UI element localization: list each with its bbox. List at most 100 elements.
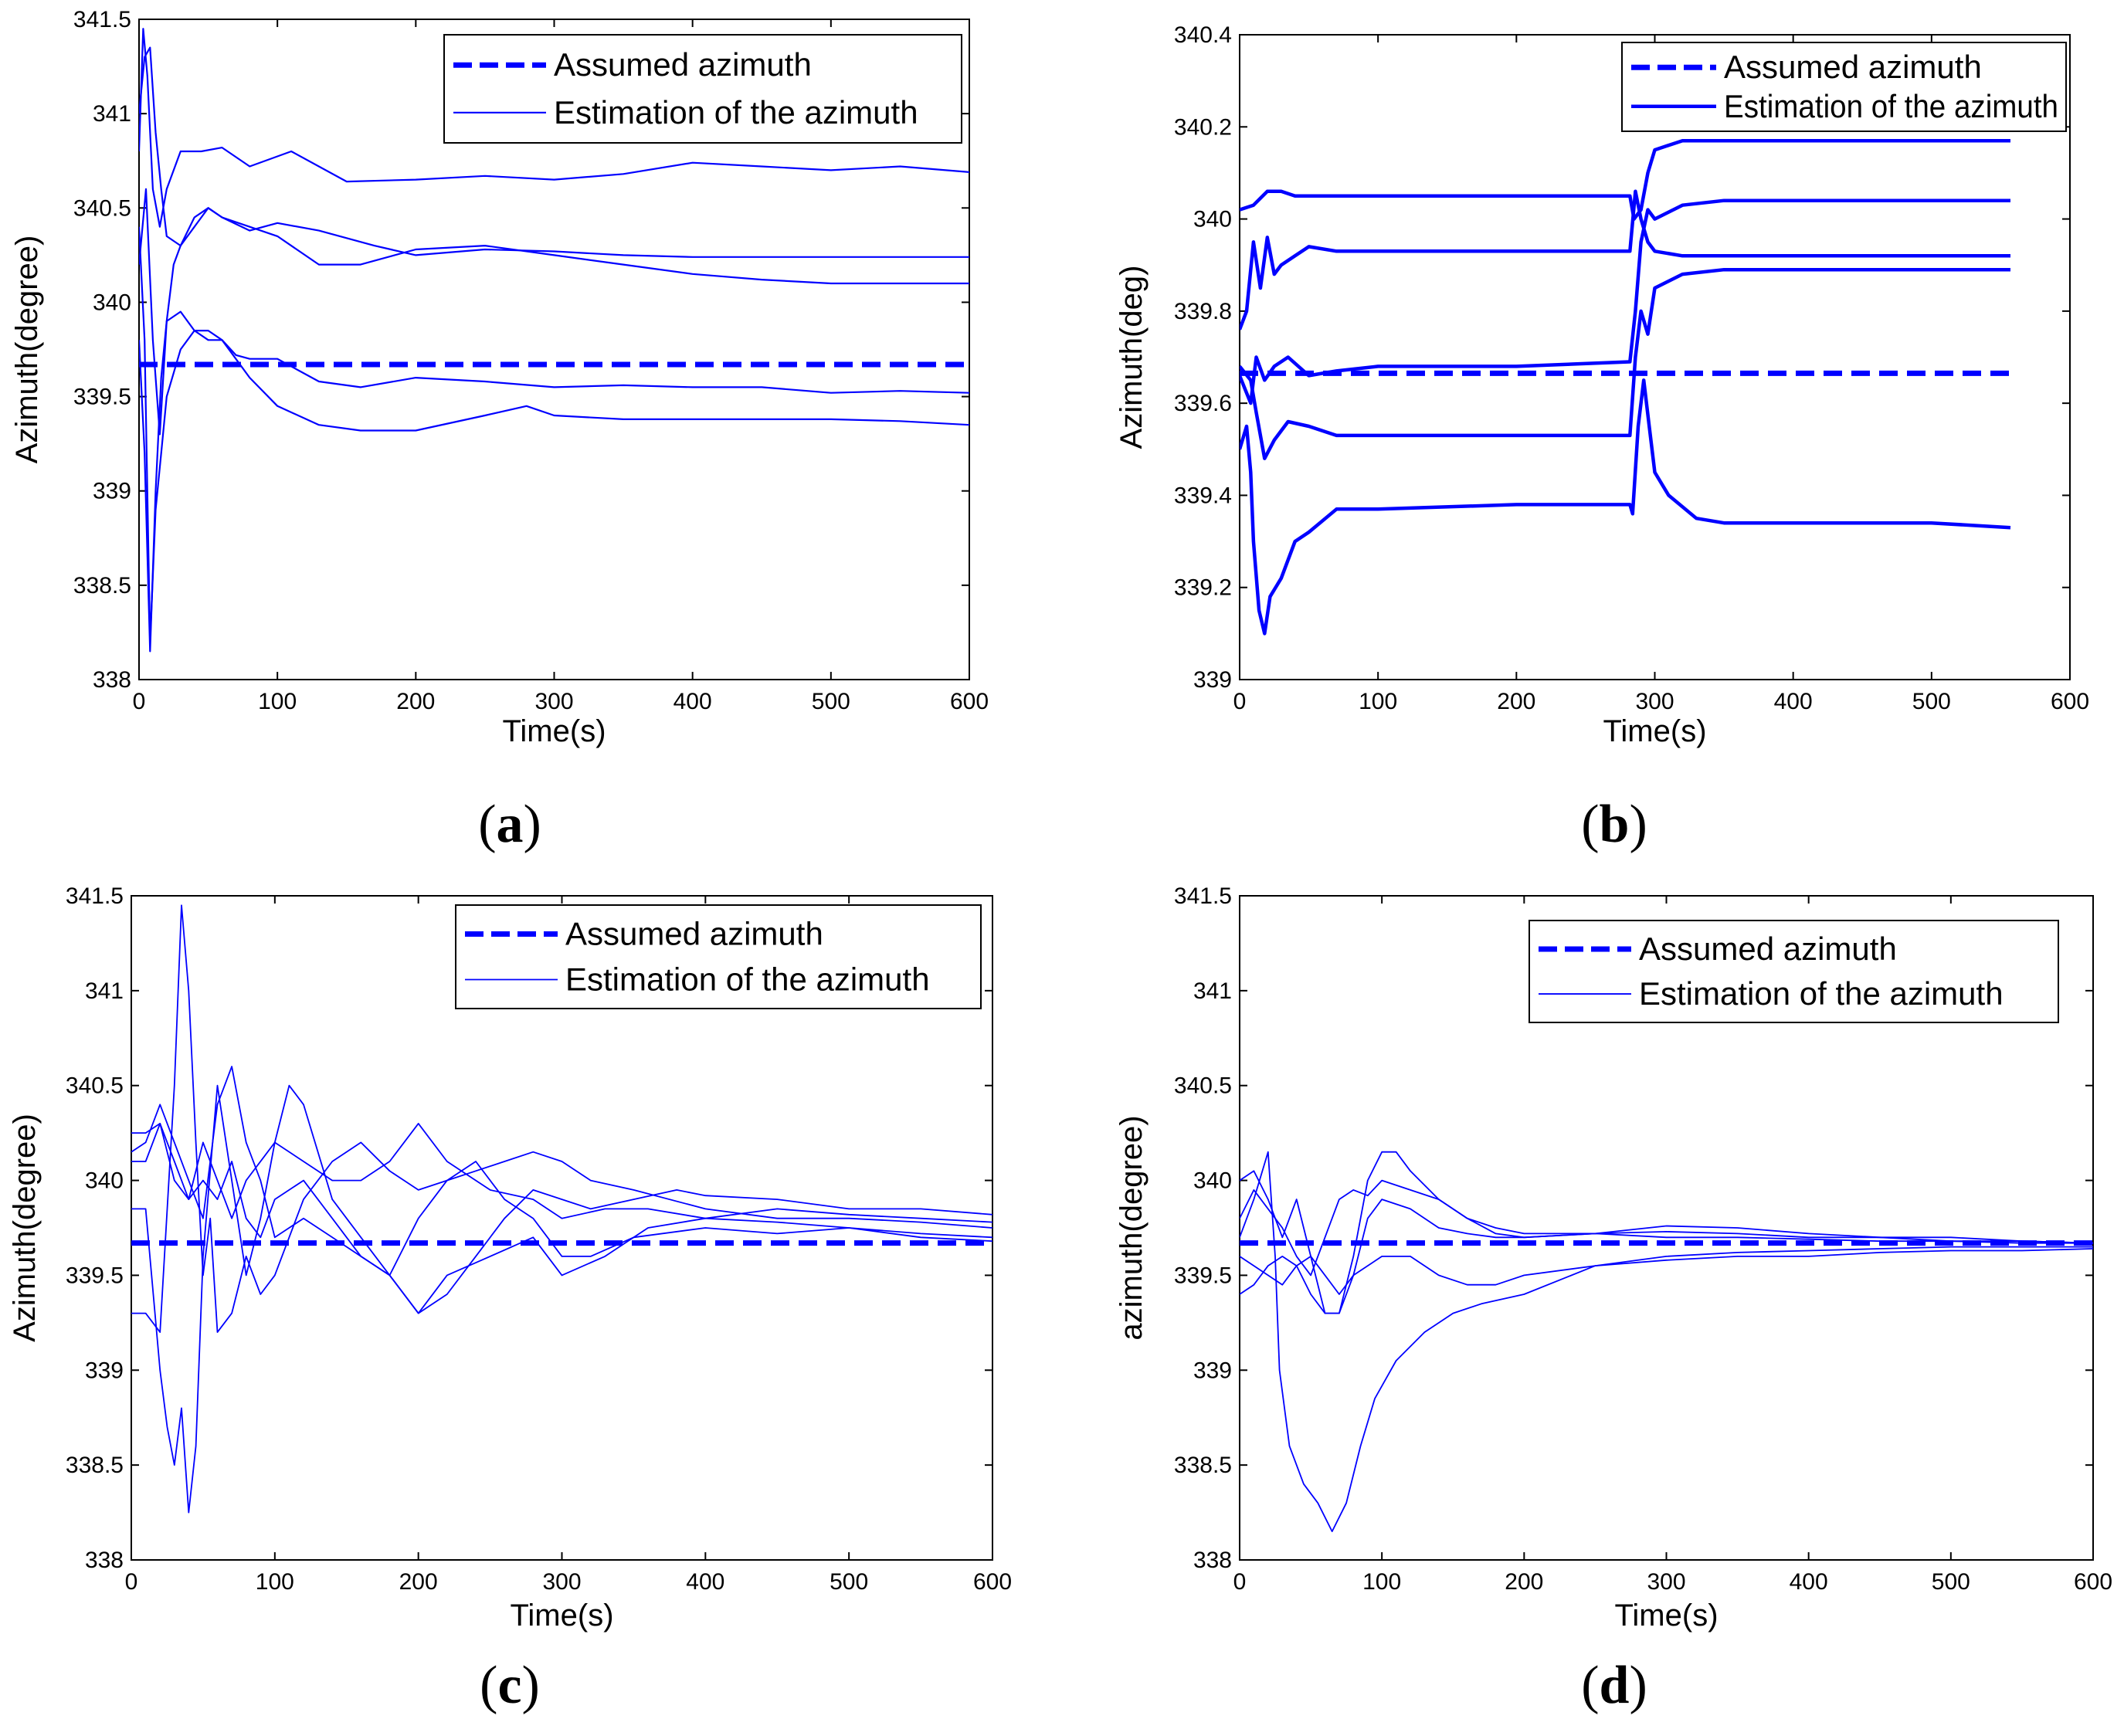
panel-d: 0 100 200 300 400 500 600 338 338.5 339 339.5 340 34… (1115, 883, 2112, 1715)
series-line-run2 (1240, 1151, 2093, 1314)
series-line-run4 (139, 310, 969, 653)
series-line-run3 (139, 188, 969, 436)
series-line-run2 (139, 46, 969, 258)
y-tick-label: 340.4 (1174, 22, 1232, 48)
y-tick-label: 340.5 (1174, 1073, 1232, 1099)
y-tick-label: 341 (85, 978, 124, 1004)
x-tick-label: 400 (1790, 1569, 1828, 1595)
legend-box (443, 34, 962, 144)
x-tick-label: 100 (1359, 689, 1397, 714)
y-tick-label: 340 (85, 1168, 124, 1194)
x-tick-label: 400 (686, 1569, 724, 1595)
panel-label: (d) (1581, 1656, 1647, 1715)
y-tick-label: 340 (1193, 207, 1232, 232)
legend-box (1621, 42, 2067, 132)
x-tick-label: 0 (1233, 689, 1247, 714)
y-tick-label: 341 (1193, 978, 1232, 1004)
x-axis-label: Time(s) (1614, 1599, 1718, 1633)
series-line-run2 (131, 1084, 992, 1514)
x-tick-label: 600 (2074, 1569, 2112, 1595)
x-tick-label: 100 (258, 689, 297, 714)
panel-letter: d (1600, 1656, 1630, 1715)
panel-label: (a) (478, 795, 541, 854)
x-tick-label: 500 (1932, 1569, 1970, 1595)
series-line-run1 (1240, 138, 2010, 221)
x-tick-label: 300 (534, 689, 573, 714)
x-tick-label: 500 (1912, 689, 1951, 714)
y-tick-label: 339 (1193, 1358, 1232, 1383)
panel-label: (b) (1581, 795, 1647, 854)
legend-label-assumed: Assumed azimuth (1724, 49, 1982, 85)
legend: Assumed azimuth Estimation of the azimuth (455, 904, 982, 1009)
x-tick-label: 500 (830, 1569, 868, 1595)
y-tick-label: 338 (1193, 1548, 1232, 1573)
series-line-run4 (1240, 1248, 2093, 1295)
legend-label-estimate: Estimation of the azimuth (565, 961, 930, 997)
y-axis-label: Azimuth(deg) (1115, 266, 1149, 449)
x-tick-label: 0 (1233, 1569, 1247, 1595)
x-tick-label: 0 (133, 689, 146, 714)
y-tick-label: 338 (93, 667, 131, 693)
y-tick-label: 339 (85, 1358, 124, 1383)
x-axis-label: Time(s) (502, 714, 606, 748)
series-line-run5 (139, 226, 969, 643)
series-line-run2 (1240, 189, 2010, 331)
y-tick-label: 340.5 (66, 1073, 124, 1099)
y-axis-label: Azimuth(degree) (8, 1114, 42, 1342)
series-line-run5 (1240, 1199, 2093, 1314)
panel-letter: c (497, 1656, 521, 1715)
y-tick-label: 339 (93, 479, 131, 504)
x-tick-label: 500 (812, 689, 850, 714)
y-tick-label: 339.5 (73, 385, 131, 410)
x-tick-label: 100 (256, 1569, 294, 1595)
y-tick-label: 339.8 (1174, 299, 1232, 324)
x-tick-label: 300 (1635, 689, 1674, 714)
series-line-run3 (1240, 1179, 2093, 1277)
series-line-run1 (139, 28, 969, 228)
x-tick-label: 200 (1505, 1569, 1543, 1595)
x-tick-label: 200 (399, 1569, 438, 1595)
panel-letter: a (497, 795, 524, 854)
x-tick-label: 600 (950, 689, 989, 714)
y-tick-label: 338 (85, 1548, 124, 1573)
legend-label-assumed: Assumed azimuth (565, 916, 823, 952)
x-tick-label: 200 (396, 689, 435, 714)
y-tick-label: 340 (1193, 1168, 1232, 1194)
legend-label-assumed: Assumed azimuth (1639, 931, 1897, 967)
x-tick-label: 400 (1774, 689, 1813, 714)
y-tick-label: 341.5 (1174, 883, 1232, 909)
series-line-run5 (131, 1123, 992, 1239)
legend-box (455, 904, 982, 1009)
y-tick-label: 338.5 (73, 573, 131, 598)
panel-letter: b (1600, 795, 1630, 854)
y-tick-label: 340.5 (73, 195, 131, 221)
y-tick-label: 341.5 (66, 883, 124, 909)
series-line-run3 (1240, 267, 2010, 460)
x-tick-label: 400 (674, 689, 712, 714)
series-line-run1 (1240, 1151, 2093, 1532)
x-axis-label: Time(s) (510, 1599, 613, 1633)
series-line-run1 (131, 904, 992, 1333)
panel-a: 0 100 200 300 400 500 600 338 338.5 339 339.5 340 34… (10, 7, 989, 854)
series-line-run3 (131, 1066, 992, 1314)
panel-label: (c) (480, 1656, 540, 1715)
y-tick-label: 341 (93, 101, 131, 127)
x-tick-label: 0 (125, 1569, 138, 1595)
y-tick-label: 339.2 (1174, 575, 1232, 601)
y-axis-label: Azimuth(degree) (10, 236, 44, 464)
series-line-run5 (1240, 378, 2011, 636)
y-tick-label: 340.2 (1174, 114, 1232, 140)
y-tick-label: 339.5 (1174, 1263, 1232, 1288)
x-tick-label: 200 (1497, 689, 1535, 714)
y-tick-label: 338.5 (66, 1453, 124, 1478)
legend-label-estimate: Estimation of the azimuth (1724, 88, 2058, 124)
y-tick-label: 338.5 (1174, 1453, 1232, 1478)
x-tick-label: 300 (542, 1569, 581, 1595)
y-tick-label: 339.6 (1174, 391, 1232, 416)
series-line-run4 (131, 1123, 992, 1277)
legend-label-estimate: Estimation of the azimuth (554, 94, 918, 131)
x-tick-label: 300 (1647, 1569, 1685, 1595)
